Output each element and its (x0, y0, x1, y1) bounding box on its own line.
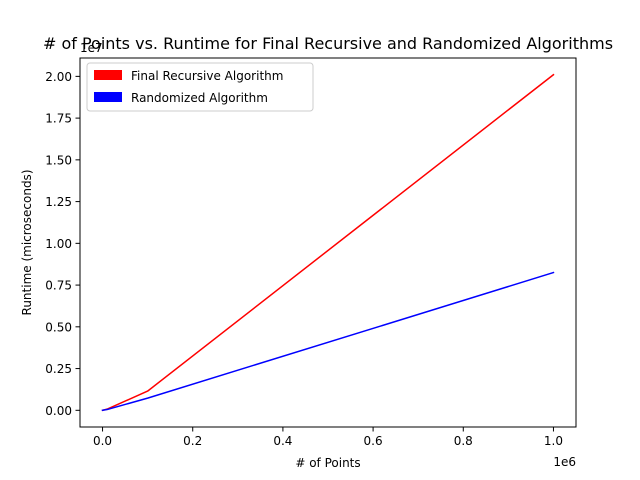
y-tick-label: 0.75 (45, 279, 72, 293)
x-tick-label: 0.4 (273, 434, 292, 448)
y-tick-label: 1.00 (45, 237, 72, 251)
x-tick-label: 0.8 (454, 434, 473, 448)
y-tick-label: 1.75 (45, 112, 72, 126)
legend: Final Recursive Algorithm Randomized Alg… (86, 62, 314, 112)
legend-box (86, 62, 314, 112)
y-offset-label: 1e7 (80, 41, 103, 55)
x-tick-label: 0.2 (183, 434, 202, 448)
x-tick-label: 0.6 (364, 434, 383, 448)
series-layer (101, 73, 555, 412)
y-tick-label: 0.25 (45, 362, 72, 376)
y-tick-label: 1.50 (45, 153, 72, 167)
x-axis: 0.0 0.2 0.4 0.6 0.8 1.0 (93, 427, 563, 448)
y-axis: 0.00 0.25 0.50 0.75 1.00 1.25 1.50 1.75 2.00 (45, 70, 80, 418)
plot-frame (79, 57, 577, 428)
chart-title: # of Points vs. Runtime for Final Recurs… (43, 34, 613, 53)
y-tick-label: 1.25 (45, 195, 72, 209)
x-offset-label: 1e6 (553, 455, 576, 469)
legend-swatch (94, 92, 122, 102)
legend-label: Final Recursive Algorithm (131, 69, 283, 83)
y-tick-label: 0.00 (45, 404, 72, 418)
legend-label: Randomized Algorithm (131, 91, 268, 105)
x-tick-label: 0.0 (93, 434, 112, 448)
y-axis-label: Runtime (microseconds) (20, 170, 34, 316)
y-tick-label: 0.50 (45, 320, 72, 334)
x-axis-label: # of Points (295, 456, 360, 470)
legend-swatch (94, 70, 122, 80)
y-tick-label: 2.00 (45, 70, 72, 84)
series-line-1 (101, 271, 555, 412)
x-tick-label: 1.0 (544, 434, 563, 448)
